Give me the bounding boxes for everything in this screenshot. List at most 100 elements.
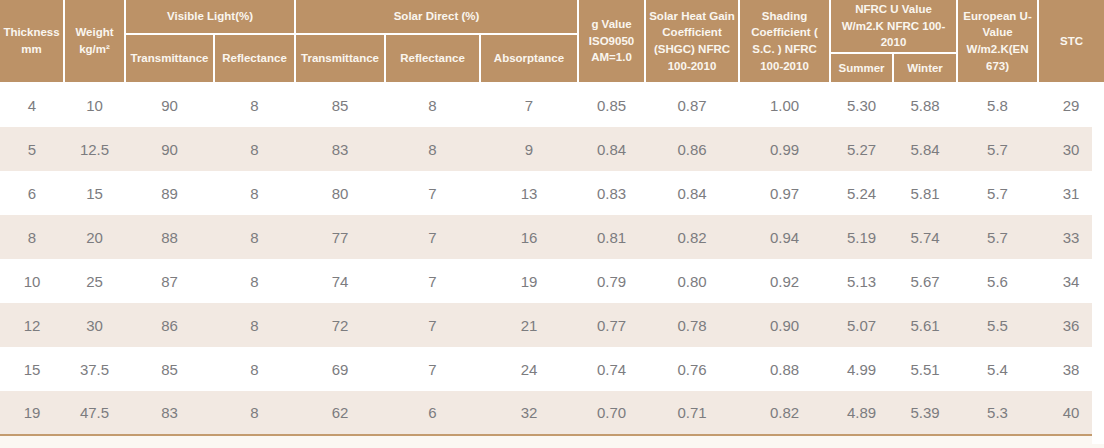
glass-performance-table: Thickness mm Weight kg/m² Visible Light(…	[0, 0, 1104, 436]
table-cell: 0.78	[645, 303, 739, 347]
table-cell: 90	[125, 127, 214, 171]
table-cell: 0.88	[739, 347, 830, 391]
table-cell: 15	[0, 347, 64, 391]
table-body: 41090885870.850.871.005.305.885.829512.5…	[0, 83, 1104, 435]
table-cell: 77	[295, 215, 385, 259]
table-cell: 85	[125, 347, 214, 391]
col-header-shading-coefficient: Shading Coefficient ( S.C. ) NFRC 100-20…	[739, 0, 830, 83]
col-header-winter: Winter	[893, 53, 957, 83]
table-cell: 89	[125, 171, 214, 215]
table-cell: 62	[295, 391, 385, 435]
table-cell: 0.90	[739, 303, 830, 347]
table-cell: 5.61	[893, 303, 957, 347]
table-cell: 83	[295, 127, 385, 171]
table-cell: 5.8	[957, 83, 1038, 127]
table-cell: 7	[385, 171, 480, 215]
table-cell: 7	[385, 347, 480, 391]
table-cell: 21	[480, 303, 578, 347]
table-row: 41090885870.850.871.005.305.885.829	[0, 83, 1104, 127]
glass-spec-page: Thickness mm Weight kg/m² Visible Light(…	[0, 0, 1104, 448]
table-cell: 24	[480, 347, 578, 391]
right-gutter	[1092, 88, 1104, 444]
table-cell: 5.51	[893, 347, 957, 391]
table-cell: 8	[214, 127, 295, 171]
table-cell: 30	[64, 303, 125, 347]
table-cell: 5.88	[893, 83, 957, 127]
table-cell: 25	[64, 259, 125, 303]
table-cell: 8	[214, 171, 295, 215]
table-cell: 19	[0, 391, 64, 435]
table-cell: 0.77	[578, 303, 645, 347]
table-cell: 0.82	[645, 215, 739, 259]
table-cell: 10	[0, 259, 64, 303]
table-cell: 0.70	[578, 391, 645, 435]
table-cell: 88	[125, 215, 214, 259]
table-cell: 12	[0, 303, 64, 347]
table-cell: 4.89	[830, 391, 893, 435]
table-cell: 0.97	[739, 171, 830, 215]
table-cell: 0.76	[645, 347, 739, 391]
col-header-visible-reflectance: Reflectance	[214, 34, 295, 83]
table-cell: 5.30	[830, 83, 893, 127]
col-header-shgc: Solar Heat Gain Coefficient (SHGC) NFRC …	[645, 0, 739, 83]
table-cell: 8	[214, 347, 295, 391]
col-header-weight: Weight kg/m²	[64, 0, 125, 83]
table-row: 512.590883890.840.860.995.275.845.730	[0, 127, 1104, 171]
table-cell: 6	[0, 171, 64, 215]
table-cell: 5.7	[957, 127, 1038, 171]
table-cell: 8	[385, 83, 480, 127]
table-cell: 0.87	[645, 83, 739, 127]
table-cell: 5.24	[830, 171, 893, 215]
table-cell: 4.99	[830, 347, 893, 391]
table-cell: 8	[214, 83, 295, 127]
table-cell: 8	[214, 391, 295, 435]
col-header-g-value: g Value ISO9050 AM=1.0	[578, 0, 645, 83]
table-cell: 7	[480, 83, 578, 127]
table-cell: 8	[214, 259, 295, 303]
col-header-stc: STC	[1038, 0, 1104, 83]
table-cell: 4	[0, 83, 64, 127]
table-row: 1230868727210.770.780.905.075.615.536	[0, 303, 1104, 347]
table-cell: 15	[64, 171, 125, 215]
col-header-visible-transmittance: Transmittance	[125, 34, 214, 83]
table-cell: 8	[0, 215, 64, 259]
col-header-thickness: Thickness mm	[0, 0, 64, 83]
table-cell: 16	[480, 215, 578, 259]
col-header-summer: Summer	[830, 53, 893, 83]
table-cell: 86	[125, 303, 214, 347]
table-cell: 7	[385, 215, 480, 259]
table-cell: 0.84	[578, 127, 645, 171]
table-cell: 9	[480, 127, 578, 171]
header-row-groups: Thickness mm Weight kg/m² Visible Light(…	[0, 0, 1104, 34]
table-cell: 13	[480, 171, 578, 215]
table-cell: 90	[125, 83, 214, 127]
table-cell: 0.94	[739, 215, 830, 259]
table-cell: 0.83	[578, 171, 645, 215]
table-cell: 0.92	[739, 259, 830, 303]
col-header-solar-reflectance: Reflectance	[385, 34, 480, 83]
table-cell: 72	[295, 303, 385, 347]
table-cell: 5.81	[893, 171, 957, 215]
table-cell: 0.80	[645, 259, 739, 303]
table-cell: 7	[385, 303, 480, 347]
table-row: 1537.5858697240.740.760.884.995.515.438	[0, 347, 1104, 391]
table-cell: 47.5	[64, 391, 125, 435]
table-cell: 87	[125, 259, 214, 303]
table-cell: 5.27	[830, 127, 893, 171]
table-cell: 8	[385, 127, 480, 171]
table-cell: 5.74	[893, 215, 957, 259]
table-cell: 5.7	[957, 215, 1038, 259]
table-cell: 5.07	[830, 303, 893, 347]
table-row: 615898807130.830.840.975.245.815.731	[0, 171, 1104, 215]
table-cell: 1.00	[739, 83, 830, 127]
table-cell: 5.84	[893, 127, 957, 171]
table-cell: 32	[480, 391, 578, 435]
col-header-solar-absorptance: Absorptance	[480, 34, 578, 83]
table-cell: 85	[295, 83, 385, 127]
table-cell: 0.74	[578, 347, 645, 391]
table-cell: 0.84	[645, 171, 739, 215]
table-cell: 0.82	[739, 391, 830, 435]
table-cell: 0.79	[578, 259, 645, 303]
table-row: 1947.5838626320.700.710.824.895.395.340	[0, 391, 1104, 435]
table-cell: 6	[385, 391, 480, 435]
